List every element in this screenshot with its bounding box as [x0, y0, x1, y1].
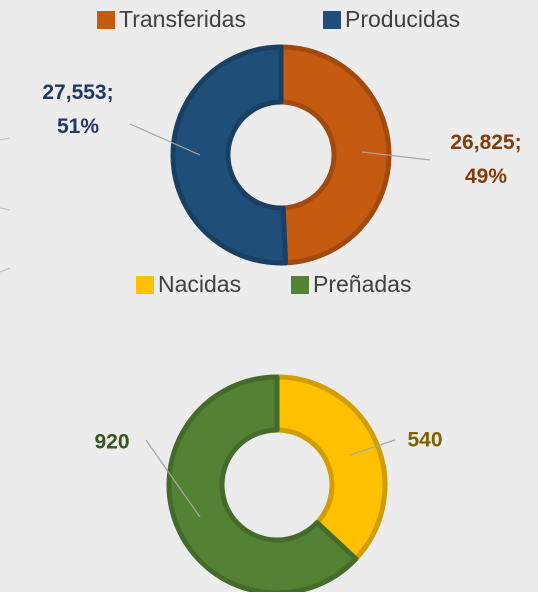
data-label-percent: 51%	[57, 115, 99, 138]
data-label-value: 27,553;	[42, 81, 113, 104]
legend-swatch	[136, 276, 154, 294]
legend-label: Producidas	[345, 6, 460, 32]
donut-slice	[166, 374, 359, 592]
donut-slice	[170, 44, 289, 266]
data-label: 26,825; 49%	[450, 131, 521, 188]
legend-swatch	[291, 276, 309, 294]
legend-swatch	[97, 11, 115, 29]
data-label-value: 26,825;	[450, 131, 521, 154]
cropped-line	[0, 137, 11, 141]
leader-line	[129, 123, 201, 156]
data-label-percent: 49%	[465, 165, 507, 188]
cropped-line	[0, 207, 11, 211]
legend-label: Nacidas	[158, 271, 241, 297]
legend-label: Transferidas	[119, 6, 246, 32]
legend-label: Preñadas	[313, 271, 411, 297]
data-label: 27,553; 51%	[42, 81, 113, 138]
leader-line	[349, 439, 396, 456]
leader-line	[145, 439, 201, 518]
donut-slice	[274, 374, 388, 562]
data-label: 540	[407, 429, 442, 452]
data-label: 920	[94, 431, 129, 454]
legend-swatch	[323, 11, 341, 29]
leader-line	[361, 151, 431, 161]
cropped-line	[0, 267, 11, 273]
donut-slice	[278, 44, 392, 266]
